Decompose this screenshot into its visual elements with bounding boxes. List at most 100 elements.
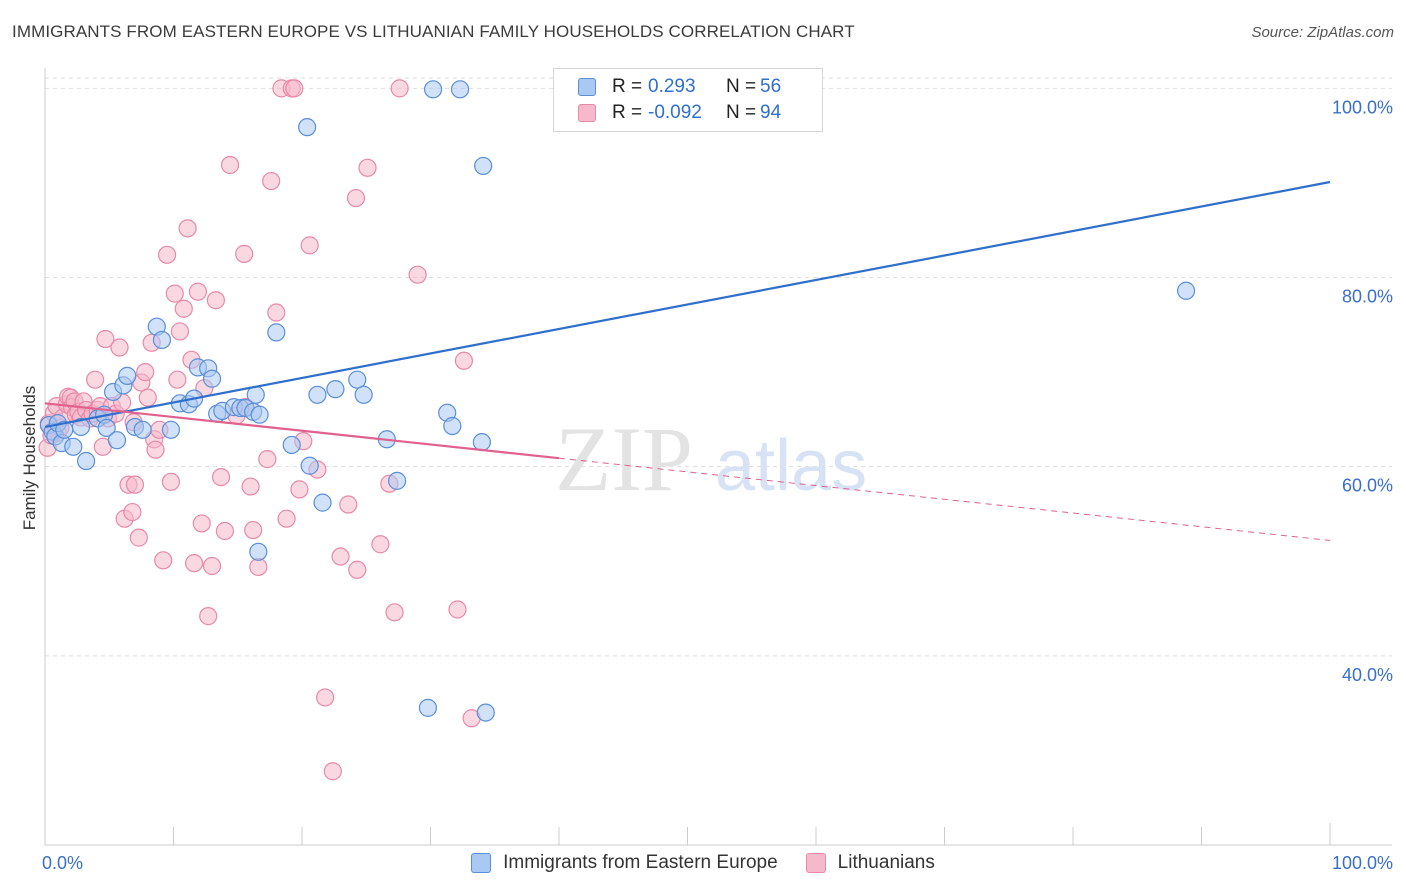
legend-swatch-blue [471, 853, 492, 873]
point-lithuanians [192, 514, 211, 533]
x-tick-label-start: 0.0% [42, 853, 83, 873]
y-axis-label: Family Households [20, 386, 39, 531]
zipatlas-watermark: ZIP atlas [555, 408, 867, 510]
point-lithuanians [220, 155, 240, 175]
data-points [38, 79, 1196, 781]
y-tick-label: 100.0% [1332, 97, 1393, 117]
point-lithuanians [262, 171, 281, 191]
point-lithuanians [448, 600, 467, 619]
point-lithuanians [371, 535, 390, 554]
trend-line-solid [44, 180, 1331, 429]
point-lithuanians [184, 554, 204, 573]
point-eastern-europe [308, 385, 327, 404]
point-lithuanians [199, 607, 218, 626]
point-eastern-europe [77, 451, 96, 471]
point-eastern-europe [1176, 281, 1196, 300]
legend-r-value: 0.293 [648, 76, 696, 97]
point-eastern-europe [118, 366, 137, 385]
legend-r-value: -0.092 [648, 102, 702, 123]
point-lithuanians [161, 472, 181, 491]
point-lithuanians [235, 244, 254, 263]
legend-label-lithuanians: Lithuanians [837, 852, 935, 873]
point-eastern-europe [354, 385, 373, 404]
point-lithuanians [408, 265, 427, 284]
point-lithuanians [267, 303, 286, 322]
legend-swatch-pink [805, 853, 826, 873]
trend-line-dashed [558, 457, 1331, 541]
point-lithuanians [323, 762, 342, 781]
point-eastern-europe [71, 417, 91, 437]
point-eastern-europe [298, 118, 317, 137]
y-tick-label: 40.0% [1342, 665, 1393, 685]
stats-legend: R = 0.293 N = 56 R = -0.092 N = 94 [553, 68, 823, 132]
point-eastern-europe [443, 416, 462, 436]
point-eastern-europe [387, 471, 407, 490]
point-eastern-europe [133, 420, 152, 439]
point-eastern-europe [418, 698, 438, 717]
point-lithuanians [331, 547, 350, 566]
point-lithuanians [110, 338, 129, 357]
point-lithuanians [136, 363, 155, 382]
point-lithuanians [174, 299, 193, 318]
point-lithuanians [390, 79, 409, 98]
gridlines [45, 77, 1392, 657]
point-lithuanians [348, 560, 367, 579]
point-eastern-europe [282, 435, 301, 455]
watermark-atlas: atlas [715, 426, 867, 506]
legend-swatch-blue [578, 78, 596, 96]
point-lithuanians [454, 351, 474, 370]
point-lithuanians [300, 236, 319, 255]
source-credit: Source: ZipAtlas.com [1251, 24, 1394, 41]
legend-label-eastern-europe: Immigrants from Eastern Europe [503, 852, 778, 873]
legend-item-lithuanians[interactable]: Lithuanians [805, 852, 935, 874]
point-eastern-europe [472, 432, 491, 452]
legend-row-lithuanians: R = -0.092 N = 94 [578, 101, 781, 125]
point-eastern-europe [107, 431, 127, 450]
point-lithuanians [346, 188, 366, 208]
axis-labels: 40.0% 60.0% 80.0% 100.0% 0.0% 100.0% Family Ho… [20, 97, 1393, 873]
point-lithuanians [123, 502, 142, 522]
legend-swatch-pink [578, 104, 596, 122]
point-lithuanians [96, 329, 115, 349]
legend-r-label: R = [612, 102, 643, 123]
point-lithuanians [188, 282, 208, 301]
point-lithuanians [277, 509, 296, 528]
series-legend: Immigrants from Eastern Europe Lithuania… [0, 852, 1406, 874]
legend-row-eastern-europe: R = 0.293 N = 56 [578, 75, 781, 99]
point-lithuanians [215, 521, 234, 541]
watermark-zip: ZIP [555, 408, 693, 510]
point-eastern-europe [250, 405, 269, 424]
point-eastern-europe [267, 323, 286, 342]
y-tick-label: 60.0% [1342, 476, 1393, 496]
point-lithuanians [125, 475, 145, 494]
y-tick-label: 80.0% [1342, 287, 1393, 307]
legend-n-label: N = [726, 102, 757, 123]
point-eastern-europe [161, 420, 181, 439]
point-lithuanians [129, 528, 148, 547]
point-lithuanians [258, 450, 277, 469]
point-lithuanians [202, 556, 222, 576]
point-lithuanians [339, 495, 358, 514]
legend-item-eastern-europe[interactable]: Immigrants from Eastern Europe [471, 852, 778, 874]
point-lithuanians [249, 557, 268, 577]
chart-title: IMMIGRANTS FROM EASTERN EUROPE VS LITHUA… [12, 22, 855, 41]
point-eastern-europe [450, 80, 470, 99]
point-eastern-europe [249, 542, 268, 561]
point-lithuanians [211, 467, 231, 487]
x-tick-label-end: 100.0% [1332, 853, 1393, 873]
point-lithuanians [138, 388, 157, 407]
point-lithuanians [157, 245, 177, 264]
point-lithuanians [168, 370, 187, 389]
point-eastern-europe [313, 493, 332, 512]
point-lithuanians [170, 322, 190, 341]
trend-line-solid [44, 402, 560, 460]
point-lithuanians [165, 284, 184, 303]
point-eastern-europe [348, 370, 367, 389]
point-lithuanians [241, 477, 260, 496]
point-lithuanians [146, 440, 165, 459]
point-eastern-europe [476, 703, 495, 722]
legend-n-value: 94 [760, 102, 782, 123]
point-lithuanians [358, 158, 377, 177]
point-eastern-europe [97, 418, 116, 438]
